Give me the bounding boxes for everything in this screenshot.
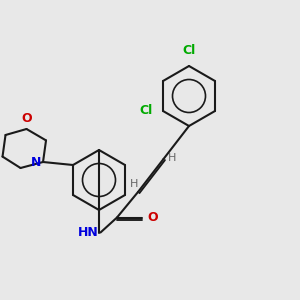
Text: N: N	[31, 155, 41, 169]
Text: H: H	[130, 179, 138, 189]
Text: HN: HN	[78, 226, 99, 239]
Text: Cl: Cl	[139, 104, 152, 118]
Text: H: H	[168, 152, 176, 163]
Text: O: O	[21, 112, 32, 125]
Text: O: O	[147, 211, 158, 224]
Text: Cl: Cl	[182, 44, 196, 57]
